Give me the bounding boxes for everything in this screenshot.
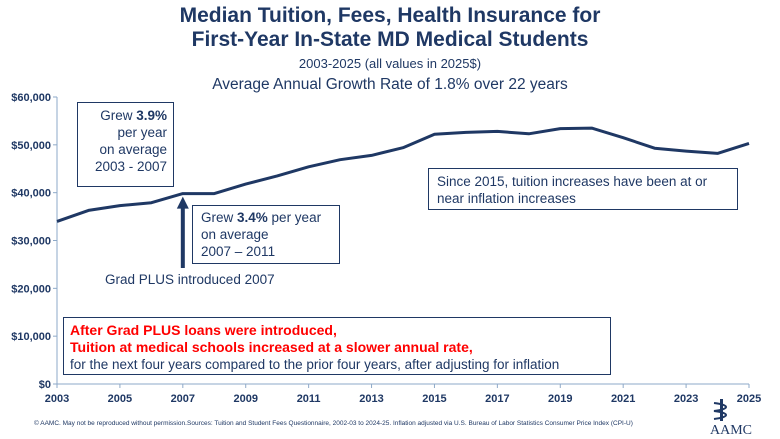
arrow-head xyxy=(176,196,189,209)
y-tick-label: $0 xyxy=(39,379,51,391)
x-tick-label: 2007 xyxy=(171,393,195,405)
chart-title-line1: Median Tuition, Fees, Health Insurance f… xyxy=(179,4,601,27)
y-tick-label: $50,000 xyxy=(11,140,51,152)
box1-line3: on average xyxy=(99,142,167,157)
x-tick-label: 2025 xyxy=(737,393,761,405)
y-tick-label: $40,000 xyxy=(11,188,51,200)
grad-plus-label: Grad PLUS introduced 2007 xyxy=(105,272,275,287)
box3-line1: Since 2015, tuition increases have been … xyxy=(437,174,708,189)
x-tick-label: 2013 xyxy=(359,393,383,405)
grad-plus-arrow xyxy=(176,196,189,268)
y-tick-label: $10,000 xyxy=(11,331,51,343)
box2-prefix: Grew xyxy=(201,210,238,225)
footer-copyright: © AAMC. May not be reproduced without pe… xyxy=(34,420,187,427)
x-tick-label: 2019 xyxy=(548,393,572,405)
box2-rate: 3.4% xyxy=(237,210,268,225)
box2-suffix: per year xyxy=(267,210,322,225)
x-tick-label: 2017 xyxy=(485,393,509,405)
x-tick-label: 2015 xyxy=(422,393,446,405)
chart-title-line2: First-Year In-State MD Medical Students xyxy=(191,28,589,51)
summary-line3: for the next four years compared to the … xyxy=(70,357,560,372)
annotation-summary: After Grad PLUS loans were introduced, T… xyxy=(63,317,611,375)
growth-rate-note: Average Annual Growth Rate of 1.8% over … xyxy=(212,76,568,93)
box1-rate: 3.9% xyxy=(136,108,167,123)
chart-subtitle: 2003-2025 (all values in 2025$) xyxy=(298,56,482,71)
tuition-series-line xyxy=(56,126,750,223)
aamc-logo-text: AAMC xyxy=(710,423,753,438)
annotation-since-2015: Since 2015, tuition increases have been … xyxy=(428,168,738,210)
y-tick-label: $30,000 xyxy=(11,236,51,248)
annotation-2007-2011: Grew 3.4% per year on average 2007 – 201… xyxy=(192,205,340,264)
box2-line3: 2007 – 2011 xyxy=(201,244,276,259)
box1-prefix: Grew xyxy=(100,108,137,123)
box1-line2: per year xyxy=(117,125,167,140)
x-tick-label: 2009 xyxy=(233,393,257,405)
summary-red-line1: After Grad PLUS loans were introduced, xyxy=(70,322,337,338)
y-tick-label: $60,000 xyxy=(11,92,51,104)
annotation-2003-2007: Grew 3.9% per year on average 2003 - 200… xyxy=(77,102,174,187)
x-tick-label: 2011 xyxy=(297,393,321,405)
x-tick-label: 2021 xyxy=(611,393,635,405)
box2-line2: on average xyxy=(201,227,269,242)
box3-line2: near inflation increases xyxy=(437,191,576,206)
x-tick-label: 2003 xyxy=(45,393,69,405)
box1-line4: 2003 - 2007 xyxy=(94,159,167,174)
x-tick-label: 2005 xyxy=(108,393,132,405)
footer-sources: Sources: Tuition and Student Fees Questi… xyxy=(187,420,633,427)
chart-ticks: $0 $10,000 $20,000 $30,000 $40,000 $50,000 $60… xyxy=(11,92,761,405)
aamc-logo-icon xyxy=(713,399,727,421)
summary-red-line2: Tuition at medical schools increased at … xyxy=(70,339,473,355)
y-tick-label: $20,000 xyxy=(11,283,51,295)
x-tick-label: 2023 xyxy=(674,393,698,405)
